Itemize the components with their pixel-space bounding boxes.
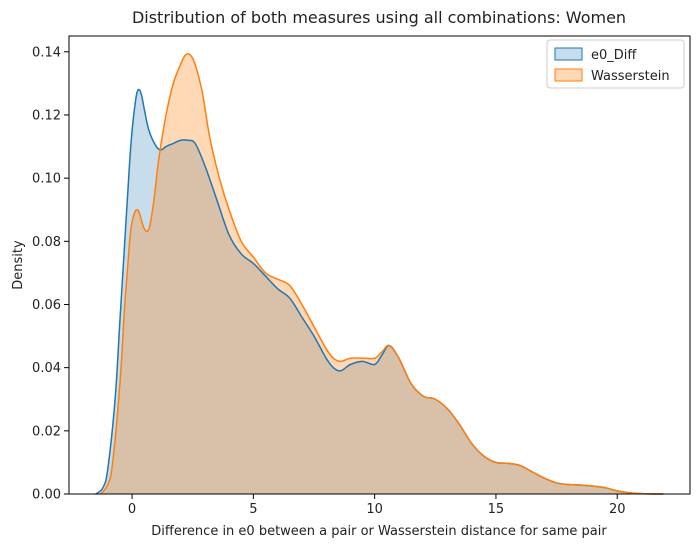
x-tick-label: 10	[366, 502, 383, 517]
legend-swatch	[554, 68, 583, 82]
series-lines	[95, 53, 664, 495]
y-tick-label: 0.08	[32, 235, 61, 250]
x-tick-label: 0	[128, 502, 136, 517]
y-tick-label: 0.12	[32, 108, 61, 123]
series-fills	[95, 53, 664, 494]
y-axis-label: Density	[11, 240, 26, 290]
y-tick-label: 0.04	[32, 361, 61, 376]
legend-swatch	[554, 47, 583, 61]
x-tick-label: 15	[488, 502, 505, 517]
y-tick-label: 0.06	[32, 298, 61, 313]
x-tick-label: 5	[249, 502, 257, 517]
y-tick-label: 0.02	[32, 424, 61, 439]
y-tick-label: 0.10	[32, 172, 61, 187]
y-tick-label: 0.14	[32, 45, 61, 60]
x-axis: 0 5 10 15 20	[128, 494, 626, 517]
chart-title: Distribution of both measures using all …	[132, 8, 626, 27]
y-tick-label: 0.00	[32, 488, 61, 503]
y-axis: 0.00 0.02 0.04 0.06 0.08 0.10 0.12 0.14	[32, 45, 69, 503]
series-line-wasserstein	[99, 53, 664, 495]
x-tick-label: 20	[609, 502, 626, 517]
plot-frame	[68, 35, 691, 495]
series-fill-e0-diff	[95, 89, 664, 494]
legend: e0_Diff Wasserstein	[546, 39, 685, 89]
legend-label: Wasserstein	[591, 69, 670, 84]
x-axis-label: Difference in e0 between a pair or Wasse…	[151, 524, 607, 539]
legend-label: e0_Diff	[591, 48, 637, 63]
legend-box	[546, 39, 685, 89]
series-fill-wasserstein	[100, 53, 664, 494]
